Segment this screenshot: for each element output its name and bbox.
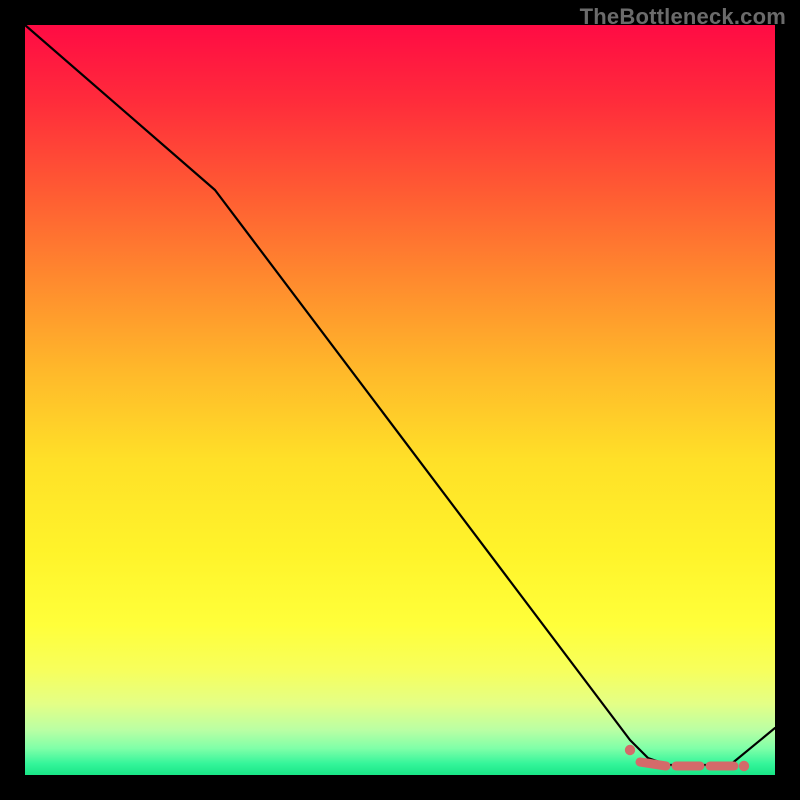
watermark-text: TheBottleneck.com	[580, 4, 786, 30]
chart-stage: TheBottleneck.com	[0, 0, 800, 800]
highlight-dash	[640, 762, 666, 766]
bottleneck-chart	[0, 0, 800, 800]
plot-background	[25, 25, 775, 775]
highlight-marker	[625, 745, 635, 755]
highlight-marker	[739, 761, 749, 771]
